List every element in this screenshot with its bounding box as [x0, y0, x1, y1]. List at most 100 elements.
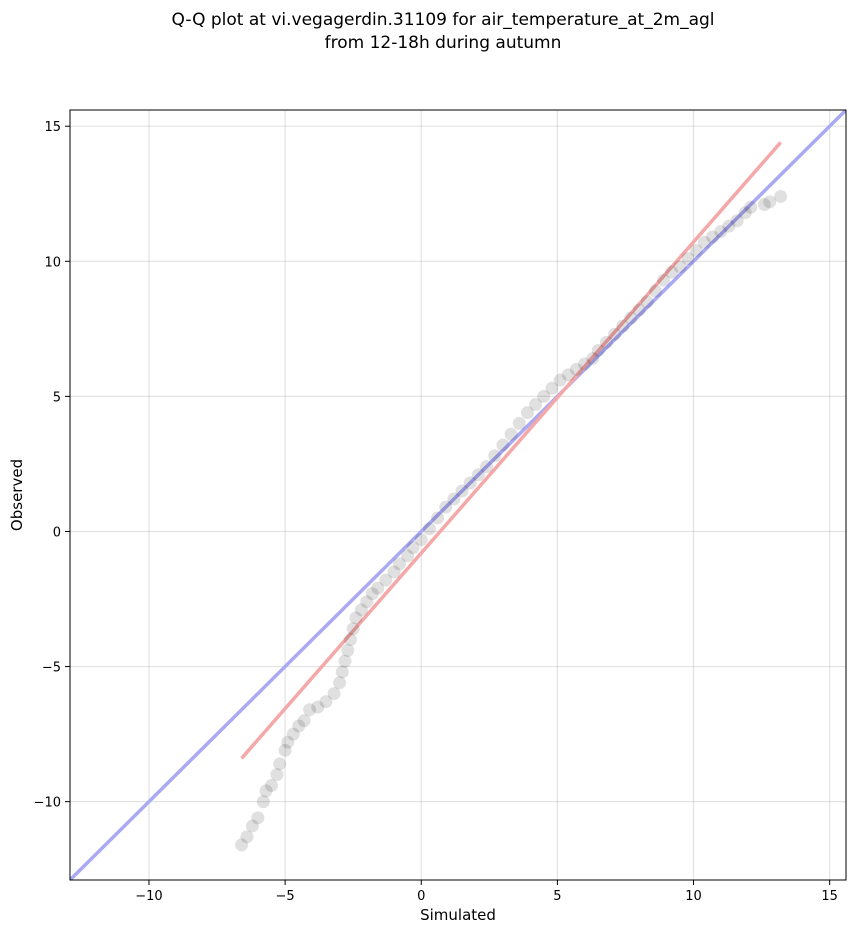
quantile-point: [561, 368, 575, 382]
x-tick-label: 15: [821, 889, 838, 904]
quantile-point: [273, 757, 287, 771]
quantile-point: [640, 295, 654, 309]
quantile-point: [286, 727, 300, 741]
quantile-point: [757, 198, 771, 212]
quantile-point: [270, 768, 284, 782]
x-tick-label: 10: [685, 889, 702, 904]
quantile-point: [706, 230, 720, 244]
quantile-point: [496, 438, 510, 452]
quantile-point: [545, 381, 559, 395]
quantile-point: [591, 343, 605, 357]
quantile-point: [744, 200, 758, 214]
quantile-point: [327, 687, 341, 701]
quantile-point: [455, 484, 469, 498]
quantile-point: [245, 819, 259, 833]
quantile-point: [303, 703, 317, 717]
quantile-point: [471, 468, 485, 482]
y-tick-label: 5: [53, 390, 61, 405]
quantile-point: [697, 235, 711, 249]
quantile-point: [520, 406, 534, 420]
quantile-point: [681, 252, 695, 266]
quantile-point: [235, 838, 249, 852]
quantile-point: [319, 695, 333, 709]
quantile-point: [529, 397, 543, 411]
identity-reference-line: [70, 110, 846, 880]
quantile-point: [297, 714, 311, 728]
y-axis-label: Observed: [8, 459, 26, 531]
quantile-points: [235, 189, 788, 852]
quantile-point: [569, 362, 583, 376]
quantile-point: [463, 476, 477, 490]
quantile-point: [379, 573, 393, 587]
quantile-point: [730, 214, 744, 228]
quantile-point: [414, 533, 428, 547]
quantile-point: [264, 778, 278, 792]
quantile-point: [632, 303, 646, 317]
quantile-point: [335, 665, 349, 679]
quantile-point: [657, 273, 671, 287]
x-tick-label: −10: [135, 889, 162, 904]
quantile-point: [346, 622, 360, 636]
quantile-point: [488, 449, 502, 463]
quantile-point: [256, 795, 270, 809]
grid-lines: [70, 110, 846, 880]
quantile-point: [447, 492, 461, 506]
quantile-point: [387, 565, 401, 579]
quantile-point: [512, 416, 526, 430]
quantile-point: [240, 830, 254, 844]
quantile-point: [599, 335, 613, 349]
quantile-point: [431, 511, 445, 525]
y-tick-label: −5: [42, 661, 61, 676]
quantile-point: [406, 541, 420, 555]
quantile-point: [371, 581, 385, 595]
quantile-point: [392, 557, 406, 571]
y-tick-label: 15: [44, 120, 61, 135]
quantile-point: [439, 500, 453, 514]
quantile-point: [360, 595, 374, 609]
quantile-point: [553, 373, 567, 387]
y-tick-label: −10: [34, 796, 61, 811]
quantile-point: [714, 225, 728, 239]
quantile-point: [624, 311, 638, 325]
x-tick-label: 5: [553, 889, 561, 904]
quantile-point: [648, 284, 662, 298]
quantile-point: [349, 611, 363, 625]
quantile-point: [292, 719, 306, 733]
quantile-point: [341, 643, 355, 657]
quantile-point: [311, 700, 325, 714]
quantile-point: [673, 260, 687, 274]
quantile-point: [259, 784, 273, 798]
quantile-point: [343, 633, 357, 647]
chart-title-line-1: Q-Q plot at vi.vegagerdin.31109 for air_…: [171, 10, 714, 30]
quantile-point: [281, 735, 295, 749]
quantile-point: [722, 219, 736, 233]
quantile-point: [251, 811, 265, 825]
quantile-point: [365, 587, 379, 601]
quantile-point: [422, 522, 436, 536]
plot-frame: [69, 109, 847, 881]
y-tick-label: 0: [53, 525, 61, 540]
quantile-point: [338, 654, 352, 668]
quantile-point: [278, 743, 292, 757]
x-axis-label: Simulated: [420, 906, 496, 924]
quantile-point: [586, 352, 600, 366]
quantile-point: [689, 243, 703, 257]
quantile-point: [480, 460, 494, 474]
x-axis-ticks: −10 −5 0 5 10 15: [135, 880, 838, 904]
quantile-point: [616, 319, 630, 333]
y-axis-ticks: −10 −5 0 5 10 15: [34, 120, 70, 811]
quantile-point: [537, 389, 551, 403]
quantile-point: [608, 327, 622, 341]
chart-title-line-2: from 12-18h during autumn: [325, 33, 562, 53]
quantile-point: [504, 427, 518, 441]
quantile-point: [738, 206, 752, 220]
quantile-point: [354, 603, 368, 617]
x-tick-label: 0: [417, 889, 425, 904]
y-tick-label: 10: [44, 255, 61, 270]
quantile-point: [774, 189, 788, 203]
quantile-point: [401, 549, 415, 563]
quantile-point: [763, 195, 777, 209]
quantile-point: [333, 676, 347, 690]
x-tick-label: −5: [276, 889, 295, 904]
